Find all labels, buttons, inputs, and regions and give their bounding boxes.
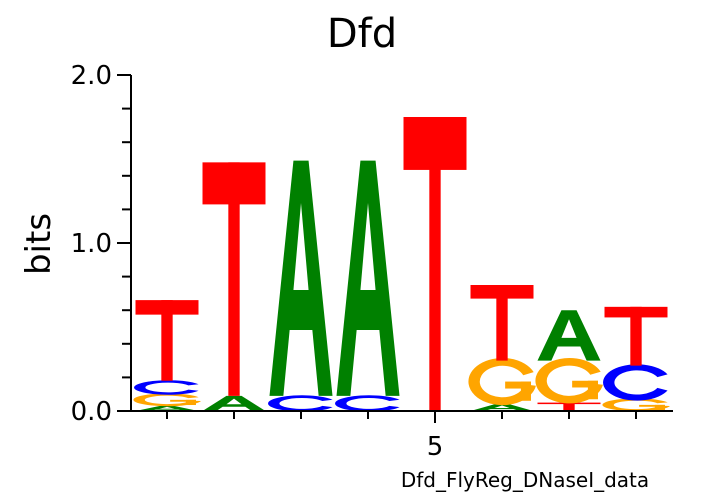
logo-letter-7-A bbox=[537, 310, 601, 361]
logo-letter-4-C bbox=[335, 395, 400, 412]
y-tick-label: 1.0 bbox=[71, 229, 112, 259]
logo-letter-7-G bbox=[535, 358, 603, 404]
plot-area bbox=[133, 117, 670, 412]
logo-letter-2-T bbox=[202, 162, 266, 396]
y-tick-label: 0.0 bbox=[71, 397, 112, 427]
logo-letter-8-G bbox=[602, 398, 670, 412]
logo-letter-6-A bbox=[470, 404, 534, 411]
y-tick-label: 2.0 bbox=[71, 61, 112, 91]
logo-letter-1-C bbox=[134, 380, 199, 395]
logo-letter-8-C bbox=[603, 364, 668, 401]
logo-letter-1-G bbox=[133, 393, 201, 407]
x-axis-label: Dfd_FlyReg_DNaseI_data bbox=[401, 468, 649, 492]
logo-letter-4-A bbox=[336, 160, 400, 396]
logo-letter-3-C bbox=[268, 395, 333, 412]
logo-letter-6-T bbox=[470, 285, 534, 361]
logo-letter-1-T bbox=[135, 300, 199, 381]
logo-letter-2-A bbox=[202, 395, 266, 411]
logo-letter-5-T bbox=[403, 117, 467, 411]
logo-letter-8-T bbox=[604, 306, 668, 366]
logo-letter-7-T bbox=[537, 402, 601, 411]
logo-letter-1-A bbox=[135, 405, 199, 411]
axes: 0.0 1.0 2.0 5 bbox=[71, 61, 673, 462]
logo-letter-6-G bbox=[468, 357, 536, 406]
chart-title: Dfd bbox=[327, 11, 397, 57]
logo-letter-3-A bbox=[269, 160, 333, 396]
x-tick-label: 5 bbox=[427, 432, 444, 462]
y-axis-label: bits bbox=[19, 213, 59, 275]
